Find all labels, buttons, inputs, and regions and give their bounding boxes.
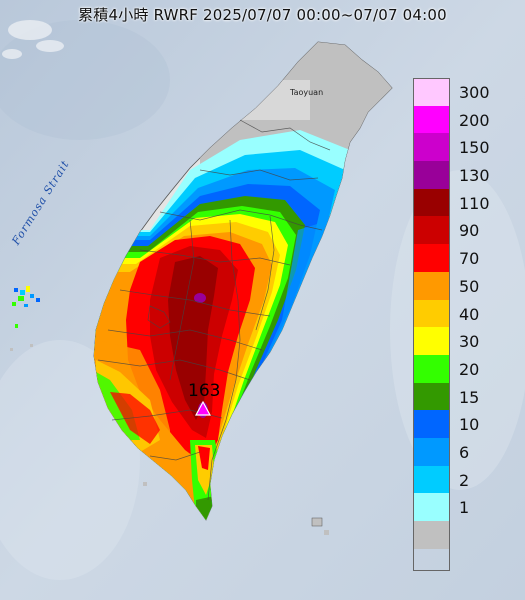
legend-label: 90 [459, 221, 480, 241]
legend-label: 6 [459, 442, 470, 462]
legend-label: 300 [459, 83, 490, 102]
legend-row [413, 521, 515, 549]
legend-row: 90 [413, 216, 515, 245]
legend-swatch [413, 410, 450, 438]
legend-label: 10 [459, 415, 480, 435]
legend-swatch [413, 299, 450, 328]
legend-swatch [413, 327, 450, 355]
legend-swatch [413, 493, 450, 521]
max-rainfall-value: 163 [188, 381, 221, 401]
legend-label: 1 [459, 498, 470, 518]
legend-row: 6 [413, 437, 515, 466]
legend-row: 110 [413, 188, 515, 217]
legend-label: 50 [459, 276, 480, 296]
legend-row: 40 [413, 299, 515, 328]
legend-swatch [413, 437, 450, 466]
legend-row: 20 [413, 354, 515, 383]
legend-swatch [413, 521, 450, 549]
legend-swatch [413, 244, 450, 272]
county-boundaries [97, 119, 331, 501]
legend-label: 70 [459, 249, 480, 269]
legend-label: 30 [459, 332, 480, 352]
penghu-islands [10, 286, 40, 351]
rainfall-legend: 300 200 150 130 110 90 70 50 40 30 20 15 10 6 2 1 [413, 78, 515, 549]
clouds-top-left [2, 20, 64, 59]
legend-label: 20 [459, 359, 480, 379]
legend-row: 15 [413, 382, 515, 411]
legend-swatch [413, 78, 450, 106]
legend-label: 15 [459, 387, 480, 407]
green-island [311, 517, 329, 535]
legend-row: 150 [413, 133, 515, 162]
legend-swatch [413, 382, 450, 411]
legend-swatch [413, 354, 450, 383]
legend-row: 130 [413, 161, 515, 189]
legend-row: 50 [413, 271, 515, 300]
max-rainfall-triangle-icon [194, 400, 212, 416]
city-label: Taoyuan [290, 88, 324, 97]
liuqiu-island [143, 482, 147, 486]
legend-row: 10 [413, 410, 515, 438]
legend-row: 1 [413, 493, 515, 521]
legend-swatch [413, 133, 450, 162]
legend-label: 200 [459, 110, 490, 130]
legend-row: 300 [413, 78, 515, 106]
legend-swatch [413, 161, 450, 189]
legend-swatch [413, 188, 450, 217]
legend-swatch [413, 465, 450, 494]
legend-label: 2 [459, 470, 470, 490]
legend-label: 40 [459, 304, 480, 324]
legend-label: 110 [459, 193, 490, 213]
legend-row: 70 [413, 244, 515, 272]
legend-row: 30 [413, 327, 515, 355]
legend-label: 150 [459, 138, 490, 158]
legend-swatch [413, 271, 450, 300]
legend-row: 200 [413, 105, 515, 134]
legend-label: 130 [459, 166, 490, 186]
legend-swatch [413, 105, 450, 134]
map-title: 累積4小時 RWRF 2025/07/07 00:00~07/07 04:00 [78, 6, 447, 24]
legend-row: 2 [413, 465, 515, 494]
legend-swatch [413, 216, 450, 245]
